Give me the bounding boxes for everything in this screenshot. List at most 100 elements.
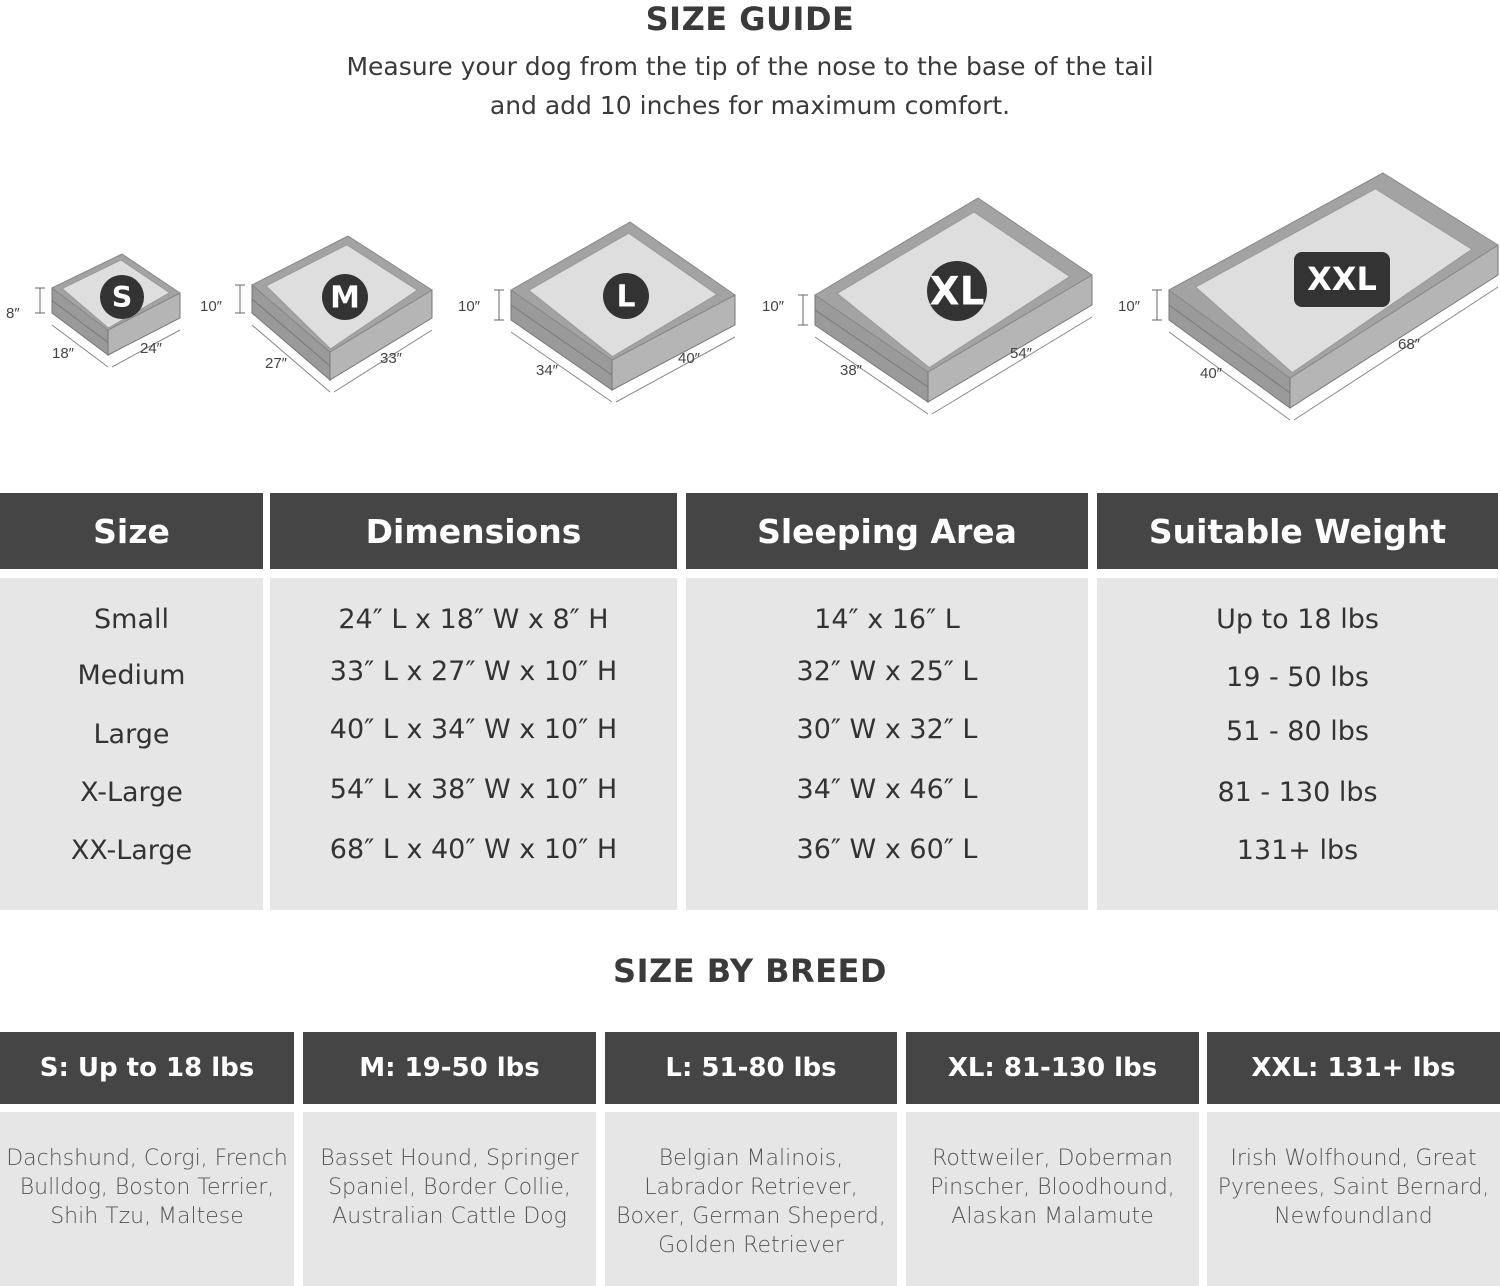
- table-cell: 68″ L x 40″ W x 10″ H: [329, 834, 618, 865]
- bed-seam: [51, 300, 109, 343]
- breed-list: Irish Wolfhound, Great Pyrenees, Saint Be…: [1207, 1144, 1500, 1231]
- breed-line: Newfoundland: [1274, 1204, 1433, 1229]
- breed-line: Irish Wolfhound, Great: [1230, 1146, 1477, 1171]
- size-badge: [100, 275, 144, 319]
- breed-section-title: SIZE BY BREED: [613, 952, 887, 990]
- table-cell: X-Large: [80, 777, 183, 808]
- table-cell: 40″ L x 34″ W x 10″ H: [329, 714, 618, 745]
- width-label: 27″: [265, 355, 287, 372]
- breed-line: Alaskan Malamute: [951, 1204, 1154, 1229]
- length-dimension-line: [931, 316, 1093, 415]
- length-label: 54″: [1010, 345, 1032, 362]
- table-cell: 34″ W x 46″ L: [796, 774, 978, 805]
- length-dimension-line: [333, 329, 433, 393]
- width-dimension-line: [251, 324, 331, 393]
- table-cell: Up to 18 lbs: [1216, 604, 1379, 635]
- width-dimension-line: [51, 324, 109, 368]
- breed-line: Labrador Retriever,: [644, 1175, 858, 1200]
- table-cell: 19 - 50 lbs: [1226, 662, 1369, 693]
- breed-cell: Belgian Malinois, Labrador Retriever, Boxe…: [605, 1112, 897, 1286]
- length-dimension-line: [1293, 286, 1499, 421]
- table-cell: 24″ L x 18″ W x 8″ H: [338, 604, 609, 635]
- length-label: 33″: [380, 350, 402, 367]
- page-title: SIZE GUIDE: [645, 0, 855, 38]
- column-header: Size: [0, 493, 263, 569]
- breed-list: Belgian Malinois, Labrador Retriever, Boxe…: [605, 1144, 897, 1260]
- table-cell: 32″ W x 25″ L: [796, 656, 978, 687]
- breed-list: Rottweiler, Doberman Pinscher, Bloodhound…: [906, 1144, 1199, 1231]
- breed-line: Spaniel, Border Collie,: [328, 1175, 571, 1200]
- column-header: Dimensions: [270, 493, 677, 569]
- length-label: 40″: [678, 350, 700, 367]
- table-column: 14″ x 16″ L 32″ W x 25″ L 30″ W x 32″ L 34″…: [686, 578, 1088, 910]
- breed-list: Basset Hound, Springer Spaniel, Border Co…: [303, 1144, 596, 1231]
- table-cell: 51 - 80 lbs: [1226, 716, 1369, 747]
- breed-size-header: M: 19-50 lbs: [303, 1032, 596, 1104]
- table-cell: Large: [93, 719, 170, 750]
- breed-line: Rottweiler, Doberman: [932, 1146, 1173, 1171]
- bed-seam: [251, 298, 331, 367]
- breed-line: Boxer, German Sheperd,: [616, 1204, 886, 1229]
- width-label: 18″: [52, 345, 74, 362]
- size-badge-label: XXL: [1307, 260, 1377, 298]
- size-badge-label: S: [112, 280, 133, 314]
- size-badge: [322, 274, 368, 320]
- width-label: 40″: [1200, 365, 1222, 382]
- table-column: 24″ L x 18″ W x 8″ H 33″ L x 27″ W x 10″ …: [270, 578, 677, 910]
- breed-cell: Rottweiler, Doberman Pinscher, Bloodhound…: [906, 1112, 1199, 1286]
- bed-illustrations: S M L XL XXL: [35, 172, 1499, 421]
- width-dimension-line: [1168, 331, 1291, 421]
- breed-size-header: XXL: 131+ lbs: [1207, 1032, 1500, 1104]
- size-badge: [1294, 252, 1390, 307]
- column-header: Suitable Weight: [1097, 493, 1498, 569]
- size-badge-label: XL: [930, 270, 985, 315]
- height-label: 10″: [1118, 298, 1140, 315]
- breed-size-header: S: Up to 18 lbs: [0, 1032, 294, 1104]
- height-label: 10″: [200, 298, 222, 315]
- length-dimension-line: [615, 336, 736, 403]
- breed-size-header: XL: 81-130 lbs: [906, 1032, 1199, 1104]
- subtitle-line: and add 10 inches for maximum comfort.: [489, 91, 1011, 120]
- table-cell: 131+ lbs: [1236, 835, 1359, 866]
- breed-line: Shih Tzu, Maltese: [50, 1204, 244, 1229]
- breed-list: Dachshund, Corgi, French Bulldog, Boston …: [0, 1144, 294, 1231]
- width-label: 38″: [840, 362, 862, 379]
- length-label: 68″: [1398, 336, 1420, 353]
- breed-line: Pinscher, Bloodhound,: [930, 1175, 1175, 1200]
- table-cell: Small: [94, 604, 169, 635]
- column-header: Sleeping Area: [686, 493, 1088, 569]
- size-badge: [603, 273, 649, 319]
- length-dimension-line: [111, 329, 181, 368]
- subtitle-line: Measure your dog from the tip of the nos…: [346, 52, 1154, 81]
- breed-line: Golden Retriever: [658, 1233, 844, 1258]
- breed-line: Belgian Malinois,: [658, 1146, 844, 1171]
- bed-seam: [1168, 304, 1291, 394]
- table-column: Small Medium Large X-Large XX-Large: [0, 578, 263, 910]
- table-column: Up to 18 lbs 19 - 50 lbs 51 - 80 lbs 81 - 1…: [1097, 578, 1498, 910]
- size-badge: [927, 261, 987, 321]
- table-cell: XX-Large: [70, 835, 193, 866]
- table-cell: 81 - 130 lbs: [1217, 777, 1378, 808]
- height-label: 8″: [6, 305, 20, 322]
- height-label: 10″: [762, 298, 784, 315]
- breed-line: Dachshund, Corgi, French: [6, 1146, 288, 1171]
- table-cell: 14″ x 16″ L: [814, 604, 960, 635]
- breed-cell: Irish Wolfhound, Great Pyrenees, Saint Be…: [1207, 1112, 1500, 1286]
- breed-line: Pyrenees, Saint Bernard,: [1217, 1175, 1490, 1200]
- breed-size-header: L: 51-80 lbs: [605, 1032, 897, 1104]
- size-badge-label: M: [330, 280, 360, 315]
- height-label: 10″: [458, 298, 480, 315]
- size-badge-label: L: [616, 279, 635, 314]
- table-cell: 33″ L x 27″ W x 10″ H: [329, 656, 618, 687]
- breed-line: Bulldog, Boston Terrier,: [19, 1175, 275, 1200]
- table-cell: 54″ L x 38″ W x 10″ H: [329, 774, 618, 805]
- table-cell: 36″ W x 60″ L: [796, 834, 978, 865]
- table-cell: 30″ W x 32″ L: [796, 714, 978, 745]
- breed-line: Basset Hound, Springer: [320, 1146, 579, 1171]
- width-dimension-line: [510, 331, 613, 403]
- subtitle: Measure your dog from the tip of the nos…: [0, 47, 1500, 125]
- length-label: 24″: [140, 340, 162, 357]
- width-dimension-line: [814, 336, 929, 415]
- bed-seam: [510, 304, 613, 376]
